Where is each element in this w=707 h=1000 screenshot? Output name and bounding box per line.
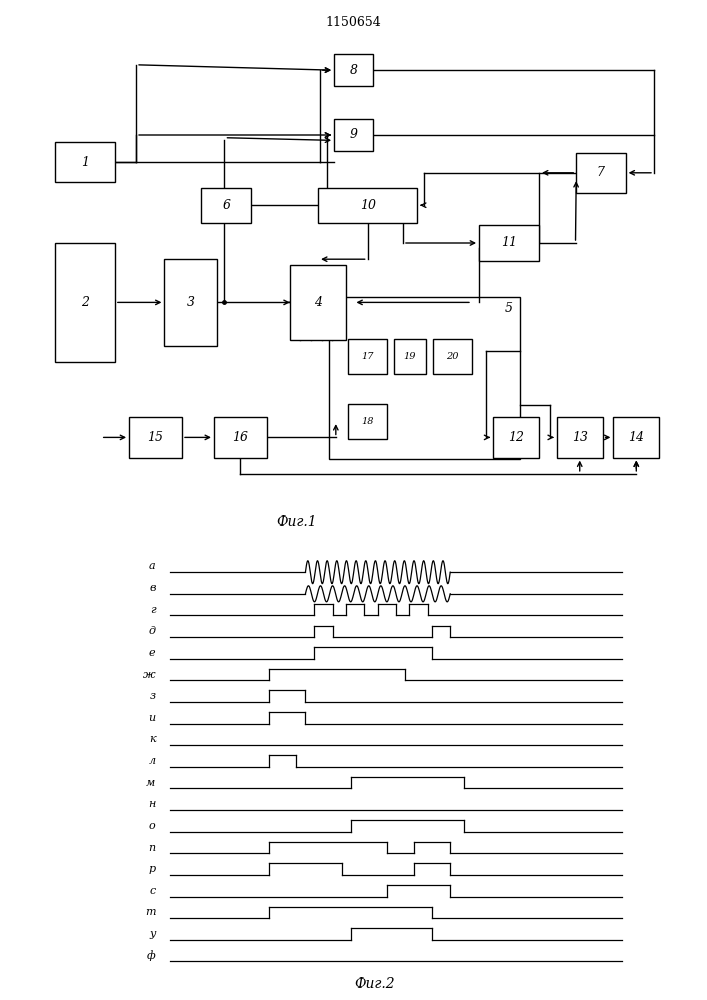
Text: р: р: [148, 864, 156, 874]
Text: 3: 3: [187, 296, 195, 309]
Text: 18: 18: [361, 417, 374, 426]
Bar: [129, 417, 182, 458]
Bar: [348, 339, 387, 374]
Text: 13: 13: [572, 431, 588, 444]
Text: 17: 17: [361, 352, 374, 361]
Bar: [479, 225, 539, 261]
Text: г: г: [150, 605, 156, 615]
Text: 16: 16: [233, 431, 248, 444]
Text: с: с: [149, 886, 156, 896]
Text: е: е: [149, 648, 156, 658]
Text: н: н: [148, 799, 156, 809]
Text: 19: 19: [404, 352, 416, 361]
Bar: [614, 417, 660, 458]
Text: в: в: [149, 583, 156, 593]
Text: т: т: [145, 907, 156, 917]
Bar: [348, 404, 387, 439]
Text: 8: 8: [349, 64, 358, 77]
Bar: [54, 243, 115, 362]
Bar: [576, 153, 626, 193]
Bar: [334, 119, 373, 151]
Text: у: у: [149, 929, 156, 939]
Bar: [164, 259, 218, 346]
Text: а: а: [149, 561, 156, 571]
Bar: [433, 339, 472, 374]
Bar: [201, 188, 251, 223]
Text: 14: 14: [629, 431, 644, 444]
Bar: [318, 188, 417, 223]
Text: л: л: [148, 756, 156, 766]
Text: 20: 20: [446, 352, 459, 361]
Text: 1150654: 1150654: [326, 16, 381, 29]
Bar: [54, 142, 115, 182]
Bar: [290, 265, 346, 340]
Text: 4: 4: [314, 296, 322, 309]
Text: 1: 1: [81, 155, 89, 168]
Bar: [329, 297, 520, 459]
Text: 9: 9: [349, 128, 358, 141]
Text: м: м: [146, 778, 156, 788]
Bar: [214, 417, 267, 458]
Text: 2: 2: [81, 296, 89, 309]
Text: д: д: [148, 626, 156, 636]
Text: ж: ж: [143, 670, 156, 680]
Text: ф: ф: [147, 950, 156, 961]
Text: и: и: [148, 713, 156, 723]
Text: 6: 6: [222, 199, 230, 212]
Text: 11: 11: [501, 236, 517, 249]
Bar: [493, 417, 539, 458]
Text: з: з: [149, 691, 156, 701]
Bar: [557, 417, 602, 458]
Text: 5: 5: [505, 302, 513, 315]
Text: к: к: [149, 734, 156, 744]
Bar: [395, 339, 426, 374]
Text: 15: 15: [148, 431, 163, 444]
Text: Фиг.2: Фиг.2: [354, 977, 395, 991]
Bar: [334, 54, 373, 86]
Text: 10: 10: [360, 199, 375, 212]
Text: о: о: [148, 821, 156, 831]
Text: 7: 7: [597, 166, 605, 179]
Text: Фиг.1: Фиг.1: [276, 515, 317, 529]
Text: 12: 12: [508, 431, 524, 444]
Text: п: п: [148, 843, 156, 853]
